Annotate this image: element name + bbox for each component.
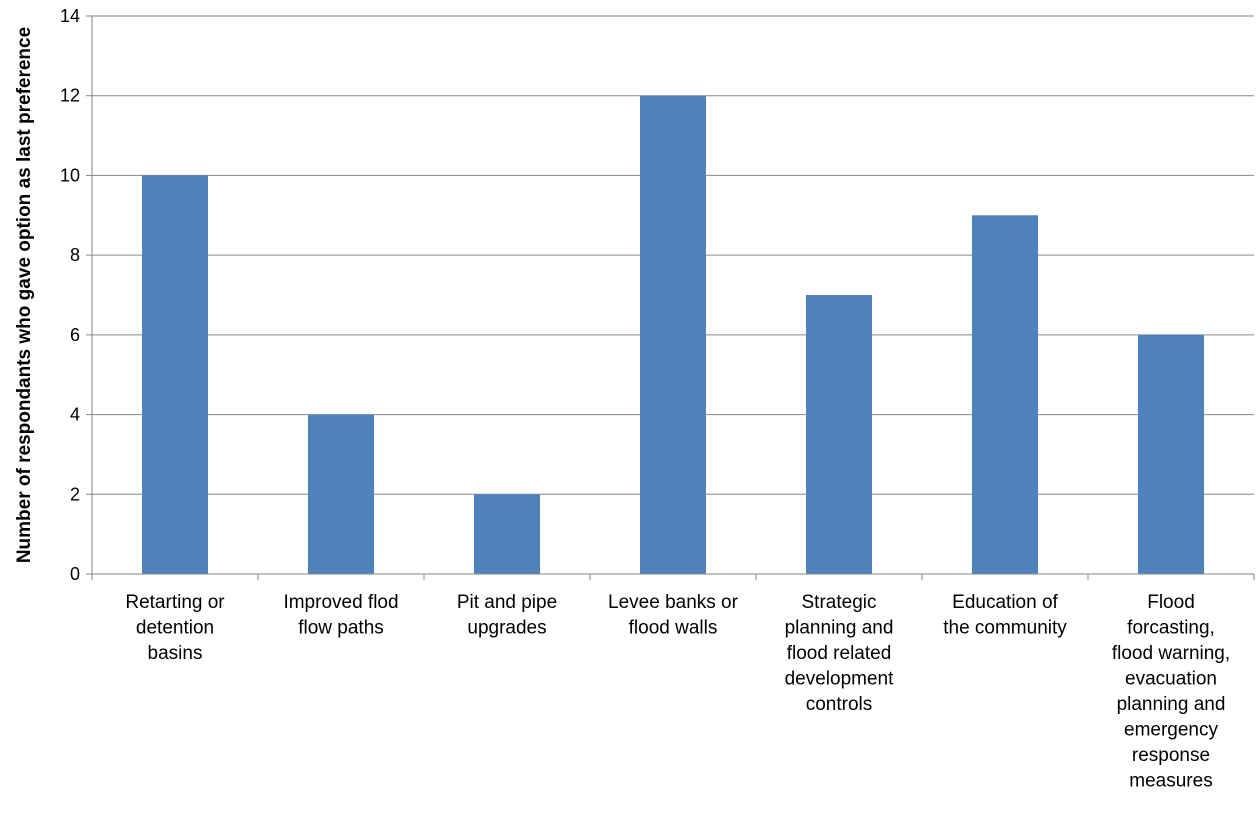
y-axis-title: Number of respondants who gave option as… [14, 27, 35, 563]
x-category-label-line: Flood [1147, 592, 1195, 613]
axes [91, 16, 1255, 580]
y-tick-label: 2 [70, 484, 80, 504]
bar [142, 175, 208, 574]
x-category-label-line: Improved flod [283, 592, 398, 613]
x-category-label-line: emergency [1124, 720, 1218, 741]
y-tick-label: 4 [70, 405, 80, 425]
x-category-label-line: response [1132, 745, 1210, 766]
x-category-label-line: the community [943, 618, 1067, 639]
x-category-labels: Retarting or detention basins Improved flod… [125, 592, 1230, 792]
y-tick-labels: 0 2 4 6 8 10 12 14 [60, 6, 80, 584]
x-category-label: Flood forcasting, flood warning, evacuation… [1112, 592, 1230, 792]
x-category-label-line: planning and [785, 618, 894, 639]
bar [308, 414, 374, 574]
x-category-label: Retarting or detention basins [125, 592, 225, 664]
x-category-label-line: Education of [952, 592, 1058, 613]
bar [640, 95, 706, 574]
x-category-label-line: Retarting or [125, 592, 225, 613]
x-category-label-line: flow paths [298, 618, 384, 639]
bar [474, 494, 540, 574]
x-category-label-line: planning and [1117, 694, 1226, 715]
x-category-label-line: basins [148, 643, 203, 664]
x-category-label: Strategic planning and flood related develo… [785, 592, 895, 715]
y-tick-label: 8 [70, 245, 80, 265]
x-category-label-line: Pit and pipe [457, 592, 557, 613]
y-tick-label: 10 [60, 165, 80, 185]
y-tick-label: 0 [70, 564, 80, 584]
x-category-label: Education of the community [943, 592, 1067, 639]
x-category-label-line: Levee banks or [608, 592, 739, 613]
x-category-label-line: development [785, 669, 895, 690]
x-category-label-line: evacuation [1125, 669, 1217, 690]
x-category-label-line: flood related [787, 643, 892, 664]
x-category-label-line: flood warning, [1112, 643, 1230, 664]
y-tick-label: 14 [60, 6, 80, 26]
x-category-label: Pit and pipe upgrades [457, 592, 557, 639]
bar [1138, 334, 1204, 574]
x-category-label-line: flood walls [629, 618, 718, 639]
bars [142, 95, 1204, 575]
x-category-label: Improved flod flow paths [283, 592, 398, 639]
y-tick-label: 6 [70, 325, 80, 345]
bar [806, 295, 872, 574]
x-category-label: Levee banks or flood walls [608, 592, 739, 639]
x-category-label-line: controls [806, 694, 873, 715]
x-category-label-line: Strategic [802, 592, 877, 613]
bar [972, 215, 1038, 575]
x-category-label-line: upgrades [467, 618, 546, 639]
x-category-label-line: forcasting, [1127, 618, 1215, 639]
x-category-label-line: measures [1129, 771, 1212, 792]
x-category-label-line: detention [136, 618, 214, 639]
y-tick-label: 12 [60, 86, 80, 106]
